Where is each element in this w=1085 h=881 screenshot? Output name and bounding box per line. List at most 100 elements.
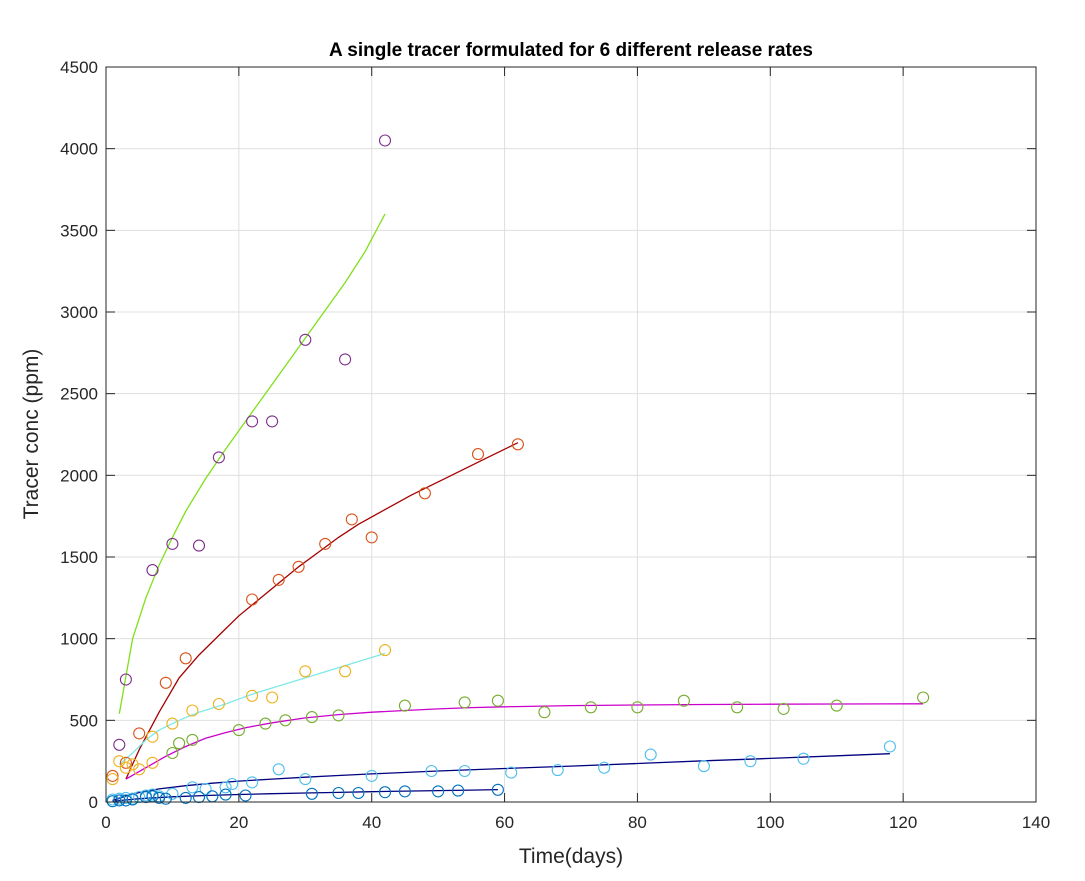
data-point	[491, 694, 504, 707]
data-point	[731, 701, 744, 714]
data-point	[365, 531, 378, 544]
fit-line-series-5	[112, 753, 890, 802]
x-tick-label: 40	[362, 813, 381, 832]
data-point	[299, 665, 312, 678]
data-point	[452, 784, 465, 797]
y-tick-label: 3500	[60, 221, 98, 240]
fit-line-series-6	[112, 788, 498, 802]
data-point	[186, 733, 199, 746]
data-point	[538, 706, 551, 719]
fit-lines	[112, 213, 924, 802]
data-point	[378, 786, 392, 799]
y-tick-label: 500	[70, 711, 98, 730]
axes-box	[105, 66, 1037, 803]
data-point	[511, 438, 524, 451]
data-point	[677, 694, 690, 707]
data-point	[332, 786, 345, 800]
data-point	[551, 764, 564, 777]
series-2-markers	[106, 438, 524, 782]
x-tick-label: 100	[756, 813, 784, 832]
data-point	[166, 746, 179, 760]
data-point	[246, 415, 259, 428]
y-axis-label: Tracer conc (ppm)	[20, 349, 43, 520]
data-point	[212, 697, 225, 711]
data-point	[246, 689, 259, 702]
data-point	[332, 709, 345, 722]
data-point	[458, 696, 471, 709]
y-tick-label: 2500	[60, 385, 98, 404]
data-point	[119, 761, 132, 774]
series-6-markers	[106, 783, 504, 808]
data-point	[106, 769, 119, 782]
data-point	[259, 717, 272, 730]
data-point	[239, 789, 252, 802]
data-point	[179, 652, 192, 665]
x-tick-label: 140	[1022, 813, 1050, 832]
data-point	[266, 691, 279, 704]
data-point	[697, 760, 710, 773]
data-point	[119, 794, 132, 807]
x-tick-label: 20	[229, 813, 248, 832]
data-point	[279, 714, 292, 727]
data-point	[471, 448, 485, 461]
data-point	[266, 415, 279, 428]
data-point	[797, 752, 810, 765]
series-1-markers	[113, 134, 392, 751]
data-point	[631, 701, 644, 714]
data-point	[352, 786, 365, 800]
data-point	[339, 665, 352, 678]
x-tick-label: 120	[889, 813, 917, 832]
data-point	[246, 776, 259, 789]
data-point	[159, 676, 172, 689]
data-point	[425, 764, 438, 778]
data-point	[432, 785, 445, 798]
data-point	[272, 573, 285, 586]
data-point	[345, 513, 358, 526]
data-point	[212, 451, 225, 464]
data-point	[491, 783, 504, 796]
data-point	[458, 764, 471, 778]
data-point	[113, 738, 126, 751]
x-tick-label: 0	[101, 813, 110, 832]
data-point	[584, 701, 597, 714]
data-point	[153, 791, 166, 804]
data-point	[319, 537, 332, 550]
data-point	[113, 755, 126, 768]
data-point	[365, 769, 378, 782]
data-point	[883, 740, 896, 753]
data-point	[179, 791, 192, 804]
data-point	[133, 763, 146, 776]
data-point	[173, 737, 186, 750]
fit-line-series-2	[125, 442, 519, 780]
data-point	[192, 539, 206, 552]
fit-line-series-4	[125, 703, 924, 780]
data-point	[232, 724, 245, 737]
data-point	[146, 730, 159, 743]
fit-line-series-1	[118, 213, 386, 714]
data-points	[106, 134, 930, 808]
plot-area	[106, 67, 1036, 802]
data-point	[299, 773, 312, 786]
data-point	[246, 593, 259, 606]
data-point	[219, 781, 232, 794]
chart-title: A single tracer formulated for 6 differe…	[329, 40, 813, 61]
data-point	[292, 560, 305, 573]
data-point	[166, 717, 179, 730]
data-point	[159, 792, 172, 805]
ticks: 0 20 40 60 80 100 120 140 0 500 1000 1500 2000 2500 30…	[60, 58, 1050, 832]
data-point	[777, 702, 790, 715]
data-point	[505, 766, 518, 779]
data-point	[186, 781, 199, 794]
data-point	[598, 761, 611, 774]
data-point	[199, 782, 212, 795]
data-point	[299, 333, 312, 346]
y-tick-label: 4500	[60, 58, 98, 77]
data-point	[192, 791, 206, 804]
data-point	[398, 785, 411, 798]
data-point	[744, 755, 757, 768]
series-4-markers	[166, 691, 930, 760]
y-tick-label: 1500	[60, 548, 98, 567]
data-point	[146, 756, 159, 769]
data-point	[219, 788, 232, 801]
y-tick-label: 2000	[60, 466, 98, 485]
